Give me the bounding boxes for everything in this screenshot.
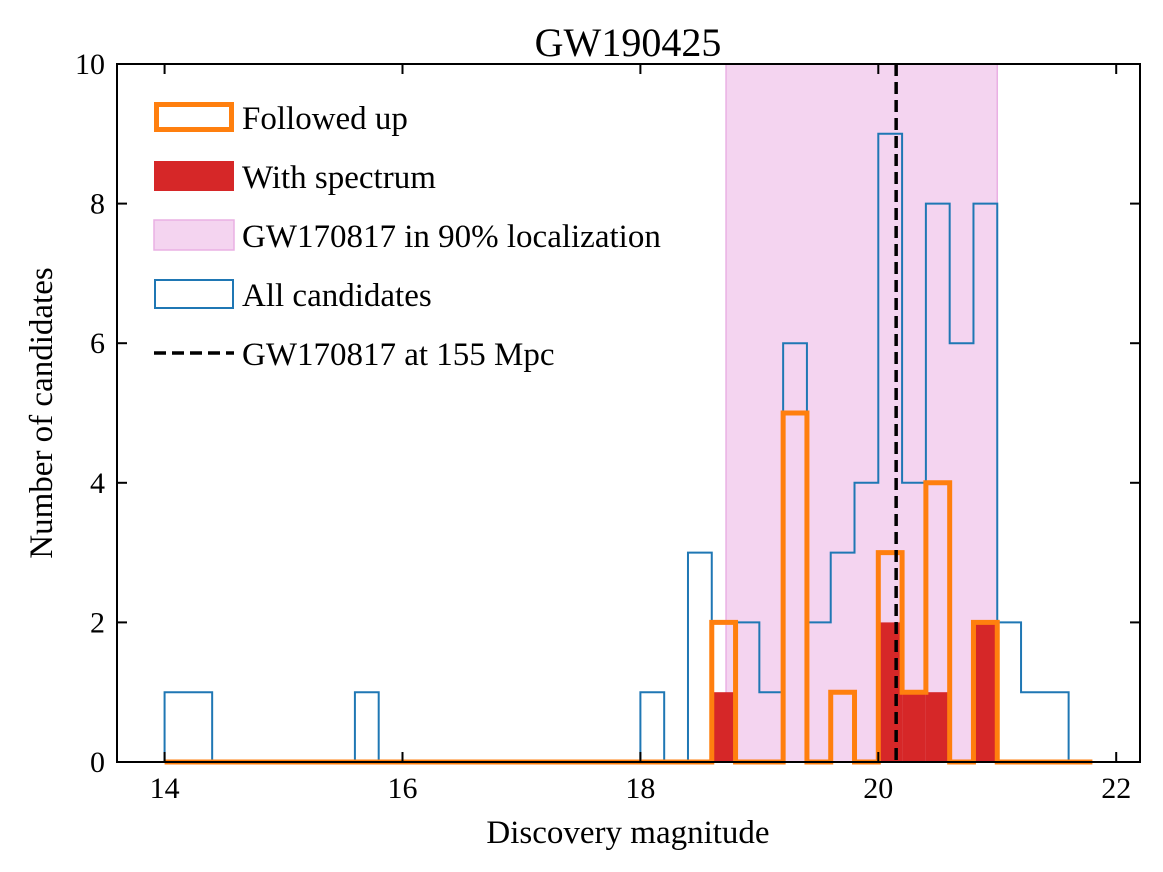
legend-label: GW170817 in 90% localization: [242, 219, 661, 255]
localization-span: [725, 63, 999, 763]
legend-item: With spectrum: [154, 160, 436, 196]
x-tick-label: 22: [1101, 772, 1131, 805]
y-tick-label: 10: [75, 48, 105, 81]
all-candidates-outline: [163, 132, 1070, 762]
legend-swatch: [154, 102, 234, 132]
legend: Followed up With spectrum GW170817 in 90% …: [153, 101, 661, 373]
legend-swatch: [154, 161, 234, 191]
x-tick-label: 20: [863, 772, 893, 805]
chart-title: GW190425: [535, 20, 722, 65]
spectrum-bar: [878, 622, 903, 762]
legend-swatch: [154, 279, 234, 309]
axes-frame: [116, 63, 1141, 763]
legend-label: Followed up: [242, 101, 408, 137]
x-tick-label: 14: [150, 772, 180, 805]
x-axis-label: Discovery magnitude: [486, 815, 769, 851]
spectrum-bar: [973, 622, 998, 762]
y-tick-label: 6: [90, 327, 105, 360]
spectrum-bar: [902, 692, 926, 762]
x-tick-label: 18: [625, 772, 655, 805]
legend-item: GW170817 at 155 Mpc: [154, 337, 555, 373]
x-tick-label: 16: [387, 772, 417, 805]
y-tick-label: 0: [90, 746, 105, 779]
y-tick-label: 8: [90, 188, 105, 221]
legend-item: Followed up: [154, 101, 408, 137]
legend-item: All candidates: [154, 278, 432, 314]
spectrum-bar: [925, 692, 950, 762]
localization-span-layer: [725, 63, 999, 763]
y-tick-label: 4: [90, 467, 105, 500]
legend-label: With spectrum: [242, 160, 436, 196]
spectrum-bar: [711, 692, 736, 762]
y-tick-label: 2: [90, 606, 105, 639]
axes-layer: 14 16 18 20 22 0 2 4 6 8 10: [75, 48, 1141, 805]
legend-item: GW170817 in 90% localization: [153, 219, 661, 255]
legend-swatch: [153, 219, 235, 251]
y-axis-label: Number of candidates: [24, 267, 60, 558]
legend-label: GW170817 at 155 Mpc: [242, 337, 555, 373]
legend-label: All candidates: [242, 278, 432, 314]
